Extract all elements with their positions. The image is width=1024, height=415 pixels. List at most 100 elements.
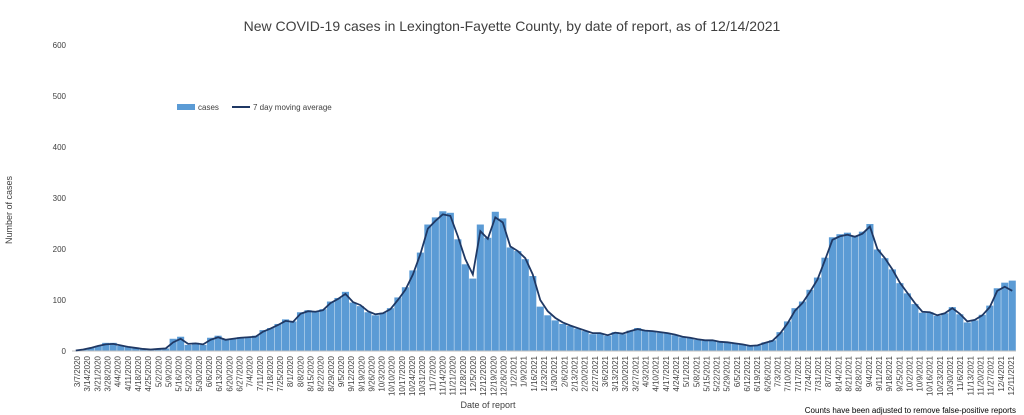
- bar: [424, 224, 432, 351]
- bar: [319, 309, 327, 351]
- bar: [87, 347, 95, 351]
- bar: [506, 247, 514, 351]
- x-tick-label: 5/1/2021: [682, 355, 691, 387]
- bar: [604, 335, 612, 351]
- x-tick-label: 3/27/2021: [631, 355, 640, 391]
- bar: [566, 326, 574, 351]
- bar: [386, 308, 394, 351]
- y-tick-label: 200: [53, 245, 67, 254]
- bar: [1001, 282, 1009, 351]
- bar: [993, 288, 1001, 351]
- x-tick-label: 6/12/2021: [743, 355, 752, 391]
- x-tick-label: 10/2/2021: [905, 355, 914, 391]
- x-tick-label: 10/31/2020: [418, 355, 427, 396]
- bar: [559, 323, 567, 351]
- bar: [124, 346, 132, 351]
- bar: [634, 328, 642, 351]
- x-tick-label: 8/21/2021: [845, 355, 854, 391]
- bar: [222, 339, 230, 351]
- bar: [933, 315, 941, 351]
- bar: [783, 321, 792, 351]
- x-tick-label: 7/24/2021: [804, 355, 813, 391]
- x-tick-label: 4/11/2020: [124, 355, 133, 391]
- x-tick-label: 3/14/2020: [83, 355, 92, 391]
- bar: [491, 211, 499, 351]
- bar: [768, 340, 777, 351]
- bar: [551, 320, 559, 351]
- bar: [484, 237, 492, 351]
- x-tick-label: 10/10/2020: [388, 355, 397, 396]
- bar: [948, 307, 956, 351]
- bar: [311, 311, 320, 351]
- bar: [199, 344, 207, 351]
- x-tick-label: 8/28/2021: [855, 355, 864, 391]
- bar: [926, 312, 934, 351]
- bar: [431, 217, 439, 351]
- bar: [394, 297, 402, 351]
- legend-label-cases: cases: [198, 103, 219, 112]
- bar: [776, 332, 784, 351]
- legend-label-moving-average: 7 day moving average: [253, 103, 332, 112]
- bar: [192, 342, 200, 351]
- x-tick-label: 7/31/2021: [814, 355, 823, 391]
- bar: [356, 306, 364, 351]
- bar: [117, 345, 125, 351]
- x-tick-label: 2/13/2021: [570, 355, 579, 391]
- bar: [664, 333, 672, 351]
- bar: [918, 312, 926, 351]
- x-tick-label: 11/27/2021: [987, 355, 996, 395]
- x-tick-label: 10/24/2020: [408, 355, 417, 396]
- bar: [162, 348, 170, 351]
- x-tick-label: 7/3/2021: [773, 355, 782, 387]
- bar: [724, 342, 732, 351]
- x-tick-label: 4/18/2020: [134, 355, 143, 391]
- x-tick-label: 7/11/2020: [256, 355, 265, 391]
- x-tick-label: 6/19/2021: [753, 355, 762, 391]
- bar: [761, 342, 769, 351]
- x-tick-label: 1/23/2021: [540, 355, 549, 391]
- x-tick-label: 2/20/2021: [581, 355, 590, 391]
- bar: [596, 333, 604, 351]
- bar: [364, 312, 372, 351]
- bar: [266, 328, 275, 351]
- bar: [1008, 280, 1016, 351]
- bar: [746, 345, 754, 351]
- bar: [469, 278, 477, 351]
- x-tick-label: 12/19/2020: [489, 355, 498, 396]
- footnote: Counts have been adjusted to remove fals…: [805, 406, 1016, 415]
- bar: [806, 289, 814, 351]
- x-axis-label: Date of report: [460, 400, 516, 410]
- bar: [731, 343, 739, 351]
- bar: [686, 337, 694, 351]
- x-tick-label: 9/5/2020: [337, 355, 346, 387]
- x-tick-label: 9/19/2020: [357, 355, 366, 391]
- bar: [574, 328, 582, 351]
- bar: [289, 321, 297, 351]
- x-tick-label: 5/16/2020: [175, 355, 184, 391]
- bar: [416, 252, 424, 351]
- y-tick-label: 0: [62, 347, 67, 356]
- bar: [753, 345, 762, 351]
- bar: [843, 232, 851, 351]
- x-tick-label: 2/6/2021: [560, 355, 569, 387]
- x-tick-label: 5/30/2020: [195, 355, 204, 391]
- x-tick-label: 9/18/2021: [885, 355, 894, 391]
- x-tick-label: 8/22/2020: [317, 355, 326, 391]
- bar: [611, 332, 619, 351]
- bar: [349, 302, 357, 351]
- bar: [296, 312, 305, 351]
- cases-bars: [72, 211, 1016, 351]
- legend: cases 7 day moving average: [177, 103, 332, 112]
- legend-swatch-cases: [177, 104, 195, 110]
- bar: [978, 314, 986, 351]
- x-tick-label: 11/14/2020: [438, 355, 447, 395]
- x-tick-label: 7/18/2020: [266, 355, 275, 391]
- bar: [798, 301, 807, 351]
- x-tick-label: 11/21/2020: [449, 355, 458, 395]
- x-tick-label: 3/28/2020: [104, 355, 113, 391]
- x-tick-label: 6/20/2020: [225, 355, 234, 391]
- x-tick-label: 10/30/2021: [946, 355, 955, 396]
- x-tick-label: 12/5/2020: [469, 355, 478, 391]
- bar: [903, 293, 911, 351]
- x-tick-label: 7/25/2020: [276, 355, 285, 391]
